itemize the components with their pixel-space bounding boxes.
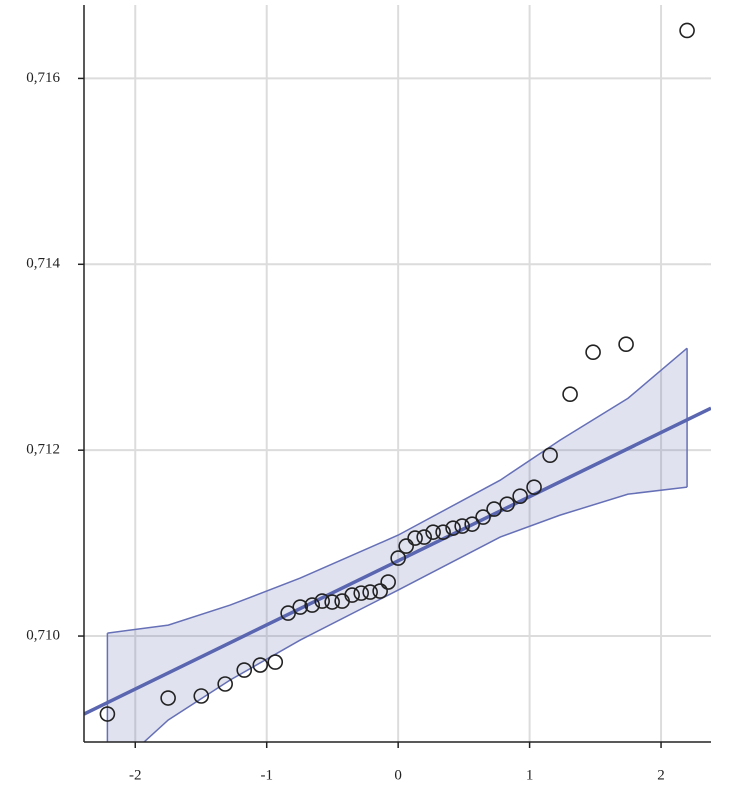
y-tick-label: 0,712 xyxy=(26,442,60,458)
data-point xyxy=(314,593,330,609)
data-point xyxy=(353,585,370,601)
data-point xyxy=(542,447,558,463)
data-point xyxy=(193,688,210,704)
data-point xyxy=(236,662,253,678)
data-point xyxy=(435,524,451,540)
data-point xyxy=(416,529,432,545)
data-point xyxy=(618,336,634,353)
x-tick-label: 2 xyxy=(657,767,665,783)
band-upper xyxy=(107,347,688,634)
y-tick-label: 0,714 xyxy=(26,256,60,272)
x-tick-label: -2 xyxy=(129,767,142,783)
x-tick-label: -1 xyxy=(260,767,273,783)
axes: -2 -1 0 1 2 0,710 0,712 0,714 0,716 xyxy=(26,5,711,783)
data-point xyxy=(562,386,578,403)
fit-line xyxy=(84,406,711,716)
data-point xyxy=(160,690,176,706)
data-point xyxy=(280,605,296,621)
confidence-band xyxy=(107,348,688,742)
data-point xyxy=(304,597,320,613)
data-point xyxy=(499,496,515,512)
y-tick-label: 0,716 xyxy=(26,70,60,86)
data-point xyxy=(390,550,406,566)
data-point xyxy=(425,524,441,540)
data-point xyxy=(526,479,542,495)
y-tick-label: 0,710 xyxy=(26,627,60,643)
data-point xyxy=(679,22,695,39)
data-point xyxy=(252,657,269,673)
band-lower xyxy=(142,486,688,742)
data-point xyxy=(324,594,340,610)
data-point xyxy=(464,516,480,532)
data-point xyxy=(398,538,414,554)
data-point xyxy=(407,530,423,546)
data-point xyxy=(380,574,396,590)
data-point xyxy=(99,706,116,722)
data-point xyxy=(267,654,284,670)
data-point xyxy=(454,518,470,534)
data-point xyxy=(512,488,528,504)
data-point xyxy=(362,584,378,600)
x-tick-label: 0 xyxy=(394,767,402,783)
data-point xyxy=(445,520,461,536)
data-point xyxy=(585,344,601,361)
data-point xyxy=(292,599,309,615)
grid xyxy=(84,5,711,742)
data-point xyxy=(475,509,491,525)
plot-area xyxy=(84,22,711,742)
data-point xyxy=(372,583,388,599)
data-point xyxy=(344,587,360,603)
data-point xyxy=(217,676,233,692)
x-tick-label: 1 xyxy=(526,767,534,783)
